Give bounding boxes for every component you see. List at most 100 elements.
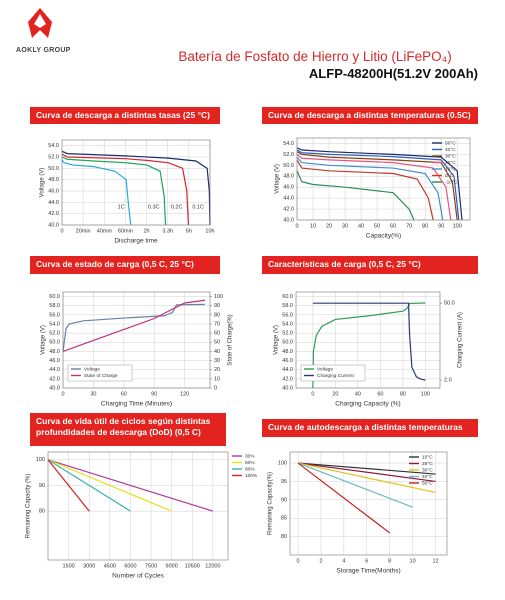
x-tick-label: 80 xyxy=(422,223,428,229)
x-tick-label: 7500 xyxy=(145,563,157,569)
series-label: 1C xyxy=(118,204,125,210)
x-tick-label: 2 xyxy=(319,558,322,564)
x-axis-label: Capacity(%) xyxy=(366,233,401,240)
x-tick-label: 8 xyxy=(388,558,391,564)
series-line xyxy=(312,302,426,381)
legend-label: Charging Current xyxy=(317,373,354,379)
x-tick-label: 90 xyxy=(438,223,444,229)
legend-box xyxy=(67,364,133,382)
y-tick-label: 60.0 xyxy=(282,294,293,300)
y2-tick-label: 100 xyxy=(214,294,223,300)
x-tick-label: 60min xyxy=(118,228,133,234)
x-tick-label: 6000 xyxy=(124,563,136,569)
x-tick-label: 2h xyxy=(144,228,150,234)
x-tick-label: 30 xyxy=(90,391,96,397)
x-axis-label: Storage Time(Months) xyxy=(336,568,400,575)
y-tick-label: 48.0 xyxy=(48,177,59,183)
series-line xyxy=(296,147,463,221)
y-tick-label: 52.0 xyxy=(283,152,294,158)
y-tick-label: 80 xyxy=(39,509,45,515)
x-tick-label: 10h xyxy=(205,228,214,234)
x-tick-label: 12 xyxy=(432,558,438,564)
y2-tick-label: 40 xyxy=(214,349,220,355)
x-tick-label: 30 xyxy=(342,223,348,229)
series-line xyxy=(61,153,190,226)
series-line xyxy=(297,462,391,534)
x-tick-label: 9000 xyxy=(166,563,178,569)
series-label: 0.1C xyxy=(192,204,204,210)
plot-frame xyxy=(61,139,211,226)
x-tick-label: 60 xyxy=(390,223,396,229)
y-tick-label: 50.0 xyxy=(282,340,293,346)
y-tick-label: 60.0 xyxy=(49,294,60,300)
x-tick-label: 80 xyxy=(400,391,406,397)
y2-tick-label: 60 xyxy=(214,331,220,337)
x-tick-label: 40 xyxy=(358,223,364,229)
y-tick-label: 56.0 xyxy=(49,312,60,318)
series-line xyxy=(296,156,444,221)
y-tick-label: 50.0 xyxy=(48,166,59,172)
x-tick-label: 90 xyxy=(151,391,157,397)
x-tick-label: 0 xyxy=(296,558,299,564)
legend-label: 80% xyxy=(245,466,255,472)
legend-label: 10°C xyxy=(445,166,456,172)
y-tick-label: 52.0 xyxy=(49,331,60,337)
y2-tick-label: 2.0 xyxy=(444,377,452,383)
legend-label: 30°C xyxy=(445,153,456,159)
x-tick-label: 12000 xyxy=(205,563,220,569)
x-tick-label: 100 xyxy=(421,391,430,397)
plot-frame xyxy=(47,451,229,561)
plot-frame xyxy=(295,291,441,389)
x-tick-label: 10 xyxy=(410,558,416,564)
legend-label: 100% xyxy=(245,473,258,479)
x-tick-label: 1500 xyxy=(62,563,74,569)
y-tick-label: 40.0 xyxy=(282,385,293,391)
y-axis-label: Remaining Capacity(%) xyxy=(268,472,274,535)
legend-label: Voltage xyxy=(84,366,100,372)
series-line xyxy=(296,159,434,221)
y-tick-label: 54.0 xyxy=(282,321,293,327)
legend-label: 25°C xyxy=(422,461,433,467)
y-tick-label: 46.0 xyxy=(48,188,59,194)
section-title: Curva de descarga a distintas temperatur… xyxy=(262,107,478,124)
y-tick-label: 46.0 xyxy=(283,185,294,191)
series-label: 0.2C xyxy=(171,204,183,210)
x-tick-label: 70 xyxy=(406,223,412,229)
x-tick-label: 40 xyxy=(355,391,361,397)
y-tick-label: 54.0 xyxy=(49,321,60,327)
x-tick-label: 4 xyxy=(342,558,345,564)
y-tick-label: 90 xyxy=(39,483,45,489)
y2-tick-label: 50.0 xyxy=(444,301,455,307)
series-line xyxy=(296,153,452,221)
legend-label: 40°C xyxy=(422,474,433,480)
series-line xyxy=(297,462,436,494)
y-axis-label: Voltage (V) xyxy=(41,325,47,355)
x-tick-label: 50 xyxy=(374,223,380,229)
legend-label: State of Charge xyxy=(84,373,118,379)
y-tick-label: 52.0 xyxy=(48,154,59,160)
legend-label: 50°C xyxy=(445,140,456,146)
y2-tick-label: 10 xyxy=(214,376,220,382)
legend-label: 20°C xyxy=(445,160,456,166)
y2-tick-label: 80 xyxy=(214,312,220,318)
y-tick-label: 40.0 xyxy=(48,222,59,228)
y2-axis-label: State of Charge(%) xyxy=(228,314,234,365)
y-tick-label: 58.0 xyxy=(282,303,293,309)
x-tick-label: 60 xyxy=(377,391,383,397)
series-line xyxy=(62,299,206,352)
y-tick-label: 58.0 xyxy=(49,303,60,309)
series-line xyxy=(296,170,415,221)
y-tick-label: 40.0 xyxy=(49,385,60,391)
y2-tick-label: 90 xyxy=(214,303,220,309)
series-line xyxy=(47,459,131,512)
plot-frame xyxy=(62,291,211,389)
y-tick-label: 48.0 xyxy=(49,349,60,355)
y-axis-label: Voltage (V) xyxy=(274,325,280,355)
y2-tick-label: 20 xyxy=(214,367,220,373)
series-line xyxy=(296,151,458,221)
x-tick-label: 4500 xyxy=(104,563,116,569)
y2-axis-label: Charging Current (A) xyxy=(458,312,464,368)
y-tick-label: 80 xyxy=(281,534,287,540)
legend-label: 50% xyxy=(245,460,255,466)
